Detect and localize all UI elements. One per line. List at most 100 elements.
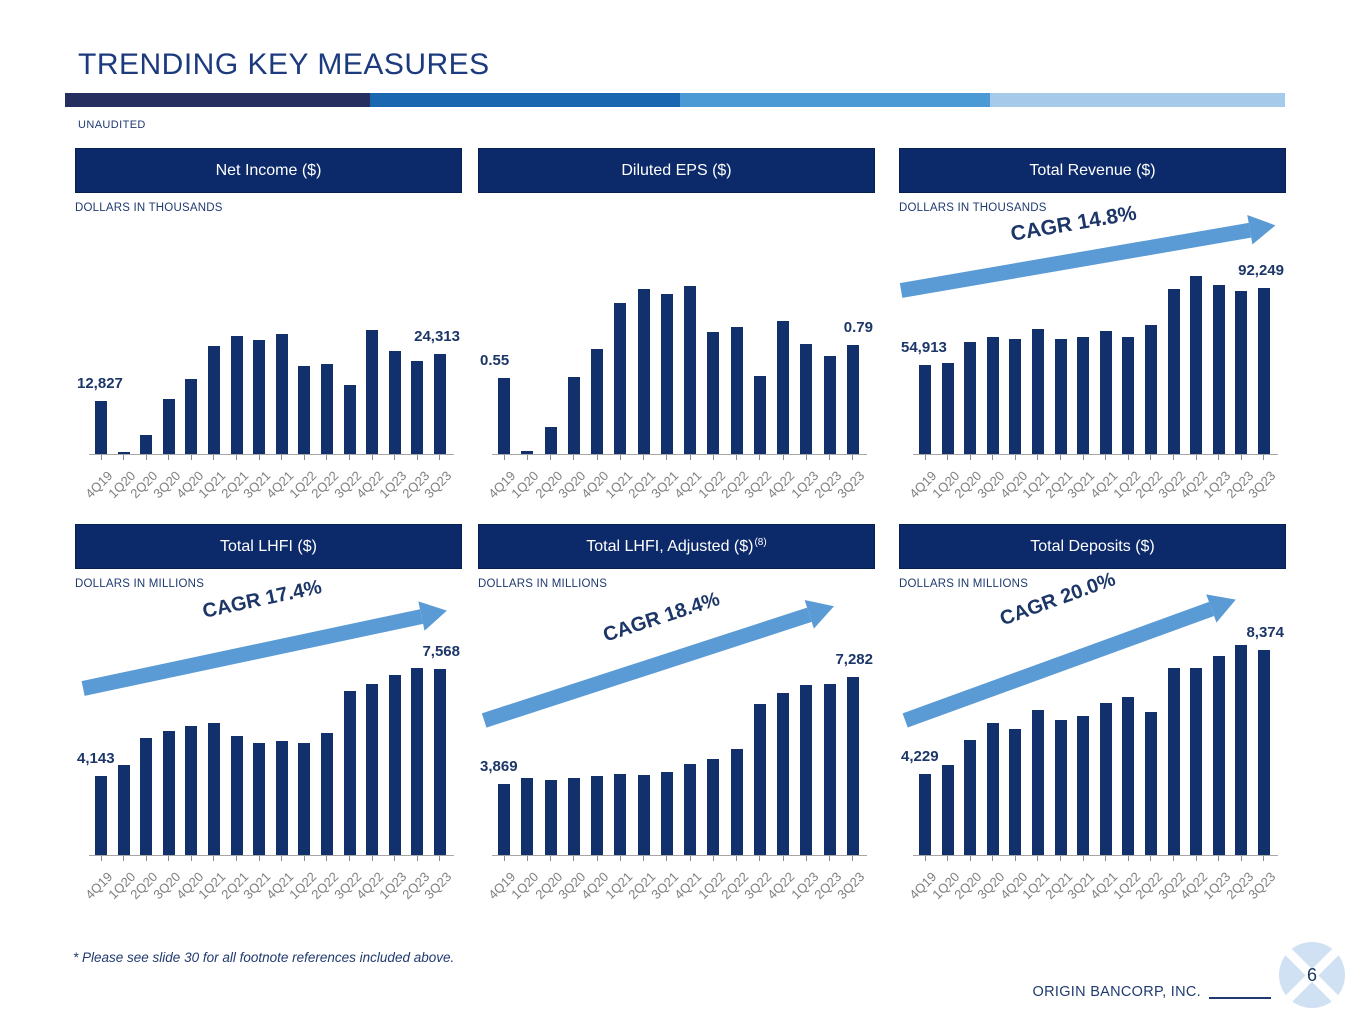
axis-ticks <box>899 856 1286 862</box>
bars <box>95 656 446 855</box>
axis-tick <box>95 856 107 862</box>
axis-tick <box>847 856 859 862</box>
bar <box>95 401 107 454</box>
bar <box>1190 668 1203 855</box>
axis-tick <box>964 455 976 461</box>
chart-units-label: DOLLARS IN MILLIONS <box>478 578 608 590</box>
axis-tick <box>1009 455 1021 461</box>
bar <box>591 349 604 454</box>
axis-tick <box>118 455 130 461</box>
axis-tick <box>140 856 152 862</box>
x-label: 1Q22 <box>694 468 728 502</box>
last-value-label: 8,374 <box>1246 623 1284 641</box>
x-axis-line <box>492 855 867 856</box>
axis-tick <box>614 856 626 862</box>
chart-title-text: Total LHFI, Adjusted ($) <box>586 537 754 555</box>
x-label: 3Q22 <box>741 869 775 903</box>
x-label: 3Q21 <box>648 869 682 903</box>
x-label: 3Q23 <box>834 869 868 903</box>
bar <box>986 722 999 855</box>
axis-tick <box>591 856 603 862</box>
x-labels: 4Q19 1Q20 2Q20 3Q20 4Q20 1Q21 2Q21 3Q21 4Q21 1Q22… <box>75 461 462 516</box>
axis-tick <box>661 856 673 862</box>
bar <box>275 333 288 454</box>
bars <box>498 670 859 855</box>
last-value-label: 7,568 <box>422 643 460 661</box>
x-labels: 4Q19 1Q20 2Q20 3Q20 4Q20 1Q21 2Q21 3Q21 4Q21 1Q22… <box>75 862 462 917</box>
x-label: 4Q19 <box>485 468 519 502</box>
axis-tick <box>1258 455 1270 461</box>
first-value-label: 12,827 <box>77 375 123 393</box>
charts-grid: Net Income ($) DOLLARS IN THOUSANDS 12,8… <box>75 148 1286 917</box>
axis-tick <box>1145 856 1157 862</box>
bar <box>117 764 130 855</box>
bar <box>1167 668 1180 855</box>
x-label: 4Q20 <box>578 869 612 903</box>
bar <box>823 683 836 855</box>
axis-tick <box>1235 856 1247 862</box>
x-labels: 4Q19 1Q20 2Q20 3Q20 4Q20 1Q21 2Q21 3Q21 4Q21 1Q22… <box>899 461 1286 516</box>
x-label: 1Q22 <box>694 869 728 903</box>
bar <box>1031 328 1044 454</box>
axis-tick <box>185 455 197 461</box>
x-labels: 4Q19 1Q20 2Q20 3Q20 4Q20 1Q21 2Q21 3Q21 4Q21 1Q22… <box>478 862 875 917</box>
axis-tick <box>208 856 220 862</box>
axis-tick <box>824 455 836 461</box>
axis-tick <box>253 455 265 461</box>
bar <box>498 783 510 855</box>
x-label: 1Q23 <box>376 468 410 502</box>
bar <box>521 451 534 454</box>
chart-body: CAGR 17.4% 4,143 7,568 <box>75 576 462 855</box>
bar <box>1031 710 1044 855</box>
x-label: 3Q20 <box>974 869 1008 903</box>
x-label: 2Q22 <box>718 468 752 502</box>
axis-tick <box>800 856 812 862</box>
axis-tick <box>987 455 999 461</box>
axis-tick <box>661 455 673 461</box>
x-label: 3Q23 <box>421 869 455 903</box>
x-label: 4Q21 <box>1087 869 1121 903</box>
axis-tick <box>1077 455 1089 461</box>
page-number: 6 <box>1306 964 1317 985</box>
axis-tick <box>366 455 378 461</box>
bar <box>591 775 604 855</box>
bars <box>498 282 859 454</box>
axis-tick <box>638 856 650 862</box>
bar <box>320 733 333 855</box>
x-label: 3Q20 <box>150 869 184 903</box>
x-label: 2Q22 <box>308 869 342 903</box>
bar <box>614 302 627 454</box>
axis-tick <box>321 455 333 461</box>
company-name: ORIGIN BANCORP, INC. <box>1032 984 1201 1000</box>
bar <box>433 669 446 855</box>
bar <box>521 777 534 855</box>
chart-title-total-lhfi-adjusted: Total LHFI, Adjusted ($) (8) <box>478 524 875 569</box>
axis-tick <box>185 856 197 862</box>
axis-tick <box>1100 455 1112 461</box>
x-label: 4Q21 <box>671 468 705 502</box>
axis-tick <box>389 856 401 862</box>
axis-tick <box>276 455 288 461</box>
bar <box>986 336 999 454</box>
x-label: 1Q23 <box>1200 869 1234 903</box>
x-label: 1Q21 <box>601 869 635 903</box>
axis-tick <box>1213 856 1225 862</box>
bar <box>1054 720 1067 855</box>
axis-tick <box>684 856 696 862</box>
bar <box>730 327 743 454</box>
x-label: 4Q22 <box>1177 468 1211 502</box>
bar <box>753 375 766 454</box>
axis-tick <box>568 856 580 862</box>
axis-tick <box>434 455 446 461</box>
axis-tick <box>1213 455 1225 461</box>
x-label: 3Q20 <box>555 468 589 502</box>
bar <box>162 399 175 454</box>
bar <box>343 385 356 454</box>
axis-tick <box>231 856 243 862</box>
bar <box>366 329 379 454</box>
axis-tick <box>163 455 175 461</box>
axis-tick <box>1122 455 1134 461</box>
bar <box>343 690 356 855</box>
chart-title-text: Total Deposits ($) <box>1030 537 1155 555</box>
origin-logo-icon: 6 <box>1279 942 1345 1008</box>
